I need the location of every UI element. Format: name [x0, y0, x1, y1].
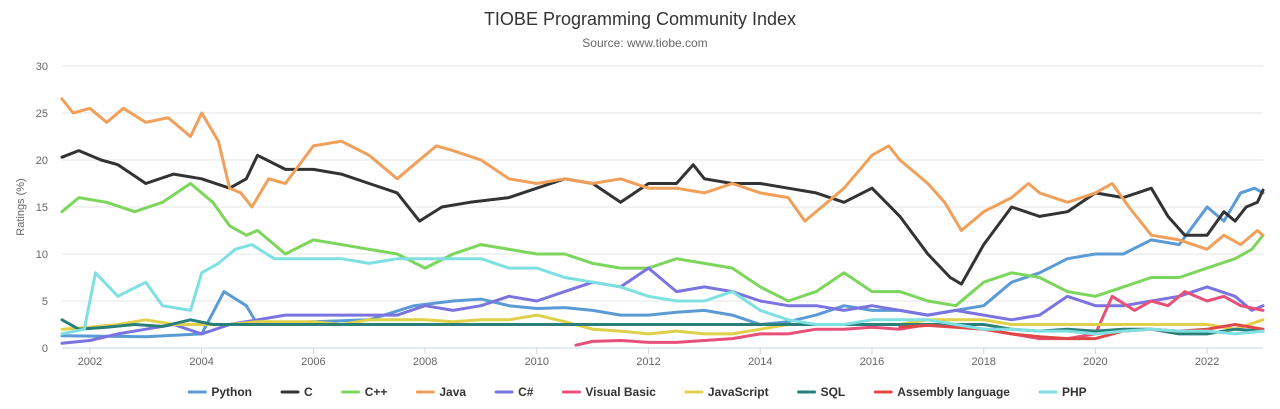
- x-tick-label: 2002: [78, 356, 102, 368]
- y-tick-label: 15: [36, 202, 48, 214]
- legend-label-javascript: JavaScript: [708, 385, 769, 399]
- y-tick-label: 20: [36, 155, 48, 167]
- legend-label-c-: C++: [365, 385, 388, 399]
- legend-label-c: C: [304, 385, 313, 399]
- y-tick-label: 5: [42, 296, 48, 308]
- legend-label-assembly-language: Assembly language: [897, 385, 1010, 399]
- series-line-c-: [60, 182, 1265, 308]
- y-tick-label: 30: [36, 61, 48, 73]
- series-line-c-: [60, 266, 1265, 345]
- legend-label-python: Python: [211, 385, 252, 399]
- x-tick-label: 2014: [748, 356, 772, 368]
- legend-label-visual-basic: Visual Basic: [585, 385, 656, 399]
- x-tick-label: 2022: [1195, 356, 1219, 368]
- x-tick-label: 2012: [636, 356, 660, 368]
- x-tick-label: 2018: [971, 356, 995, 368]
- y-tick-label: 10: [36, 249, 48, 261]
- legend-label-php: PHP: [1062, 385, 1087, 399]
- series-line-java: [60, 97, 1265, 251]
- chart-subtitle: Source: www.tiobe.com: [582, 36, 708, 50]
- legend-label-sql: SQL: [821, 385, 846, 399]
- x-tick-label: 2004: [189, 356, 213, 368]
- series-line-c: [60, 149, 1265, 286]
- x-tick-label: 2010: [525, 356, 549, 368]
- series-line-sql: [60, 318, 1265, 336]
- x-tick-label: 2020: [1083, 356, 1107, 368]
- x-tick-label: 2016: [860, 356, 884, 368]
- x-tick-label: 2008: [413, 356, 437, 368]
- x-tick-label: 2006: [301, 356, 325, 368]
- y-axis-label: Ratings (%): [15, 178, 27, 235]
- chart-title: TIOBE Programming Community Index: [483, 9, 797, 29]
- y-tick-label: 0: [42, 343, 48, 355]
- legend-label-c-: C#: [518, 385, 534, 399]
- y-tick-label: 25: [36, 108, 48, 120]
- legend-label-java: Java: [439, 385, 466, 399]
- series-line-assembly-language: [898, 323, 1265, 341]
- series-line-php: [60, 243, 1265, 336]
- series-line-javascript: [60, 313, 1265, 336]
